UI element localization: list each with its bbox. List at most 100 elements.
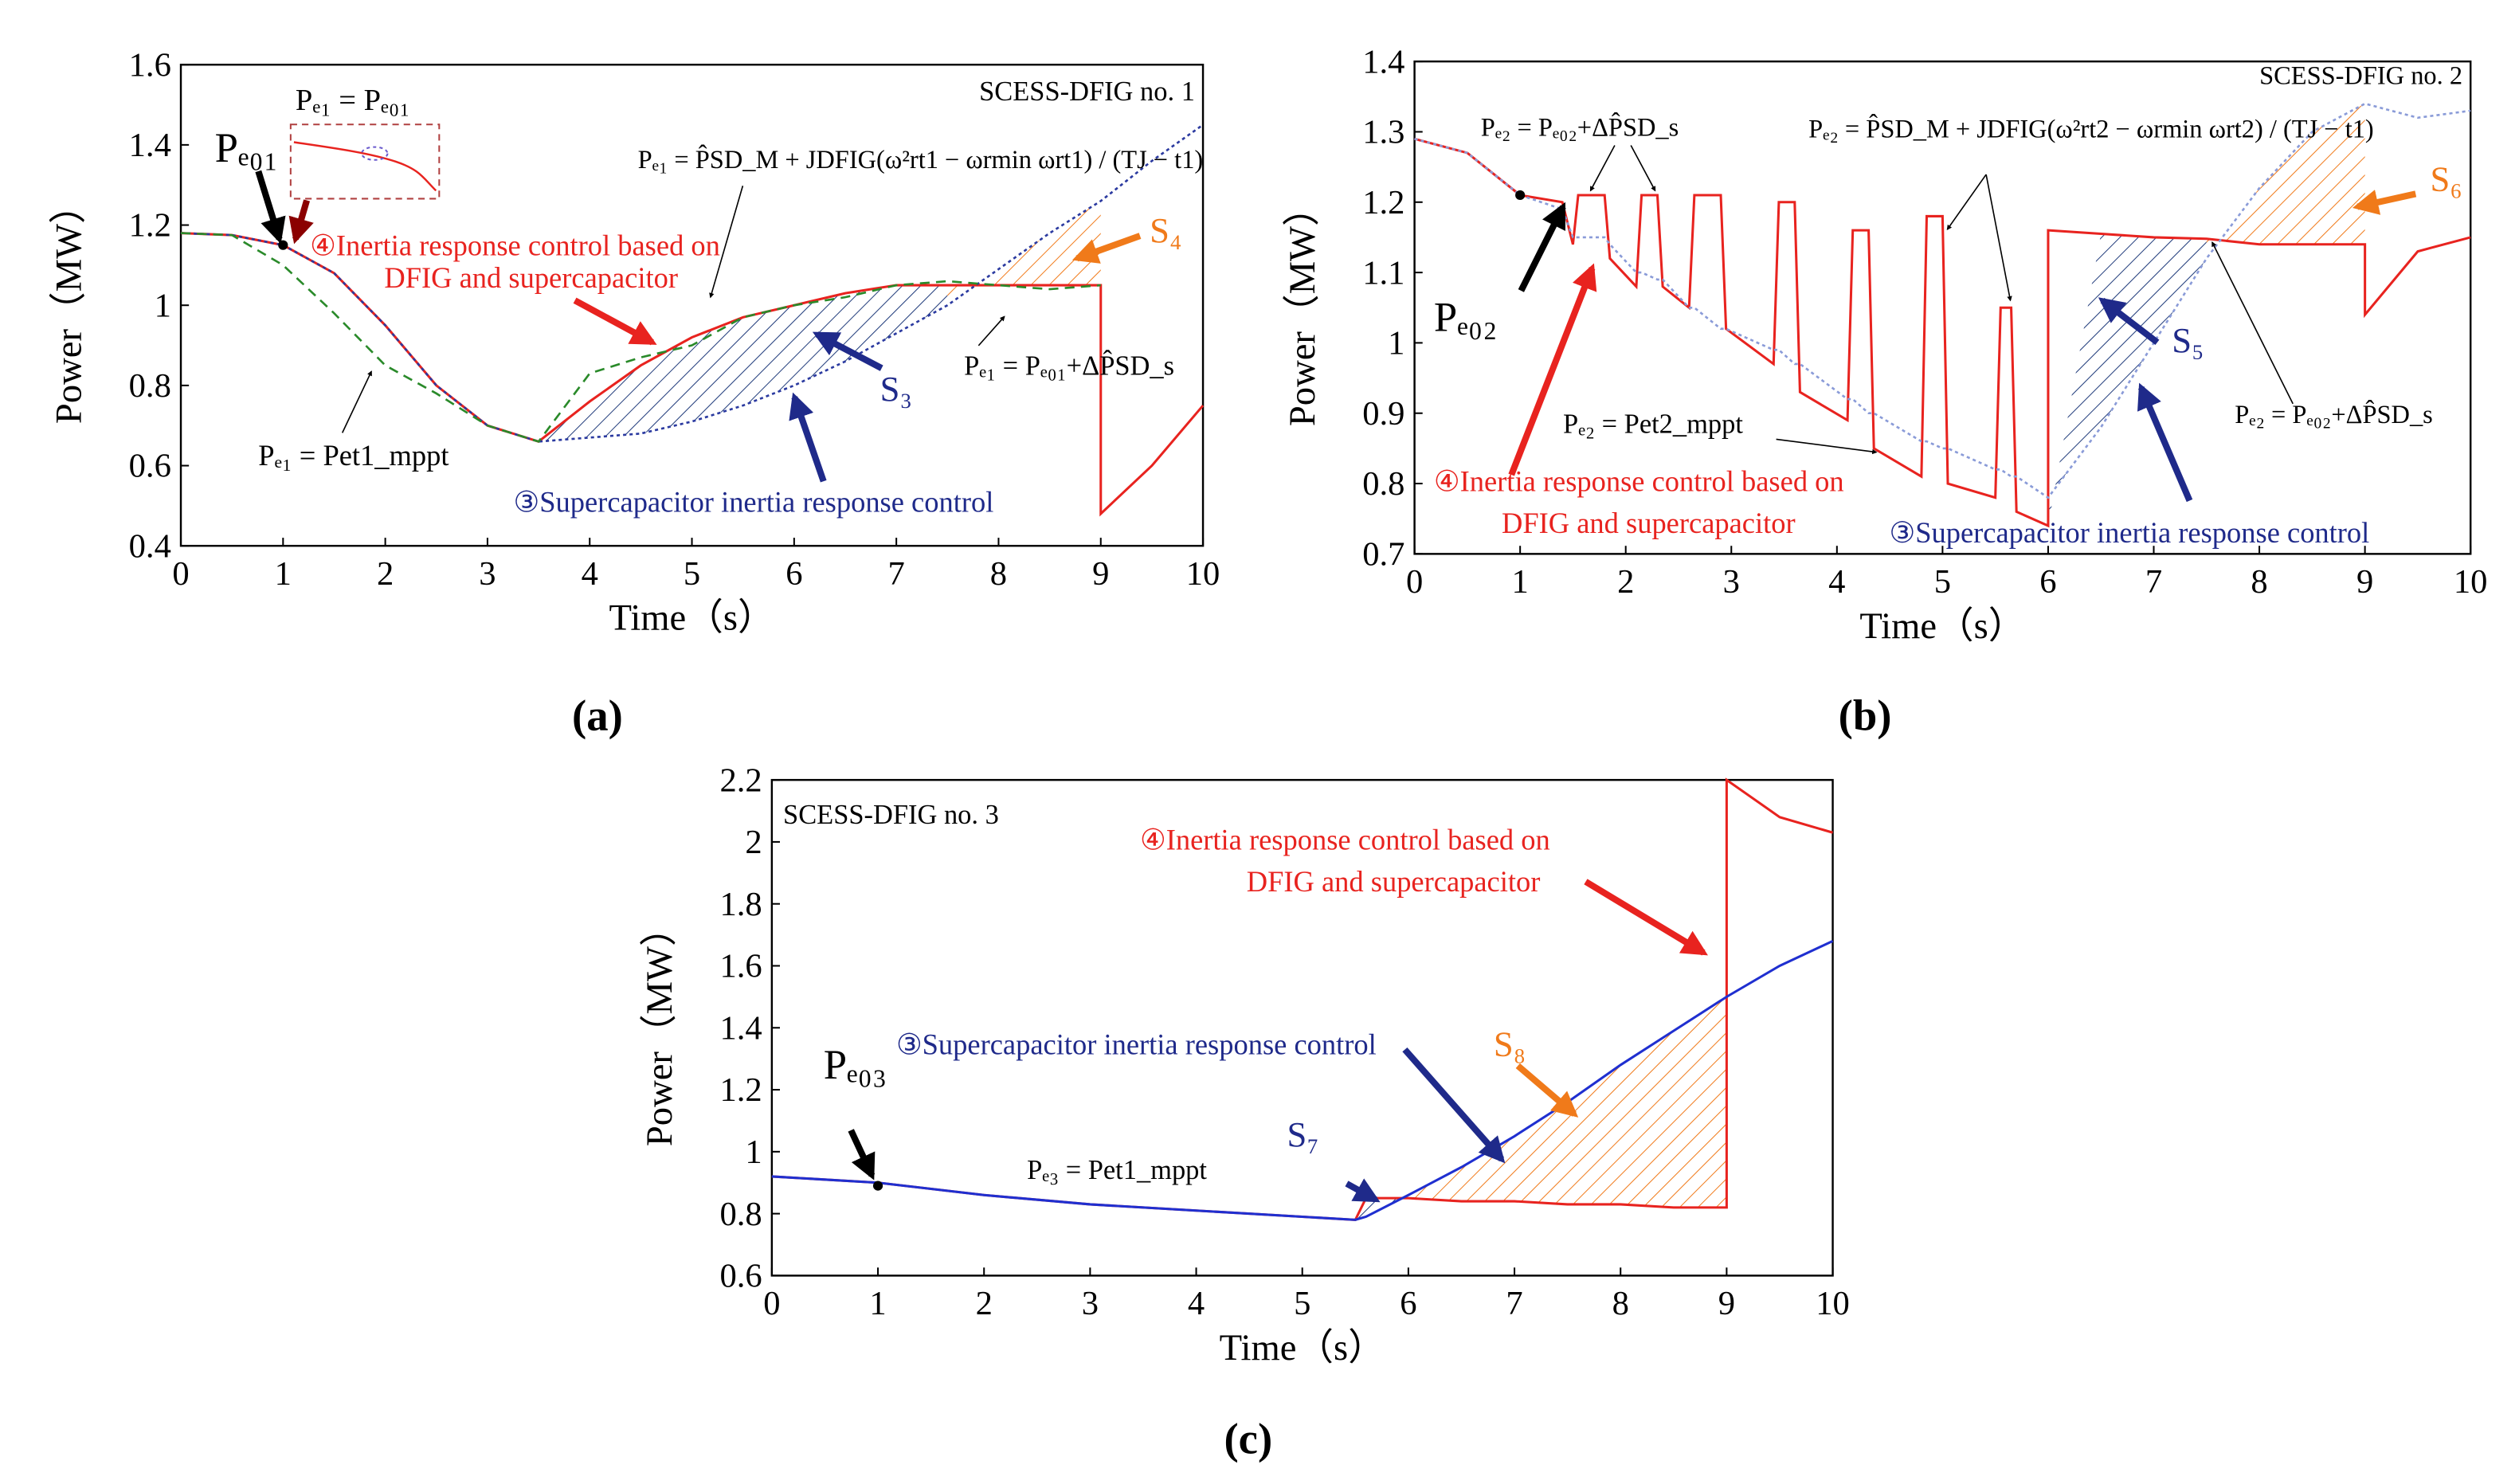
y-tick-label: 0.4: [129, 527, 171, 565]
x-axis-title: Time（s）: [609, 597, 774, 639]
y-axis-title: Power（MW）: [1282, 189, 1323, 426]
annotation: S₈: [1494, 1024, 1526, 1064]
panel-label: (b): [1839, 691, 1892, 739]
x-tick-label: 3: [479, 555, 496, 593]
y-tick-label: 1.6: [129, 46, 171, 84]
annotation: Pₑ₁ = Pet1_mppt: [258, 439, 449, 472]
x-tick-label: 4: [1828, 563, 1845, 601]
annotation: S₃: [880, 369, 912, 409]
arrow: [1946, 174, 1987, 231]
arrow: [848, 1129, 876, 1181]
x-tick-label: 10: [1816, 1285, 1850, 1322]
annotation: Pₑ₀₃: [824, 1042, 887, 1088]
point-marker: [1515, 190, 1526, 201]
y-tick-label: 1.4: [129, 127, 171, 164]
annotation: Pₑ₁ = Pₑ₀₁+ΔP̂SD_s: [964, 350, 1174, 382]
y-tick-label: 0.8: [129, 367, 171, 405]
y-tick-label: 1.2: [129, 207, 171, 245]
inset-curve: [293, 141, 437, 192]
x-tick-label: 8: [990, 555, 1007, 593]
arrow: [977, 315, 1005, 347]
y-tick-label: 0.6: [129, 448, 171, 485]
annotation: S₄: [1150, 210, 1181, 250]
y-tick-label: 1: [155, 287, 171, 324]
hatched-area: [2047, 233, 2207, 527]
y-tick-label: 1: [1388, 325, 1404, 362]
hatched-area: [947, 201, 1101, 306]
x-tick-label: 1: [275, 555, 292, 593]
arrow: [1630, 145, 1656, 192]
annotation: SCESS-DFIG no. 1: [979, 76, 1195, 107]
x-tick-label: 10: [2454, 563, 2488, 601]
x-tick-label: 0: [172, 555, 189, 593]
arrow: [573, 297, 657, 346]
annotation: Pₑ₁ = P̂SD_M + JDFIG(ω²rt1 − ωrmin ωrt1)…: [638, 146, 1204, 174]
x-tick-label: 5: [1934, 563, 1951, 601]
y-tick-label: 1.4: [1362, 43, 1404, 80]
y-tick-label: 0.6: [720, 1258, 762, 1295]
arrow: [2211, 241, 2294, 405]
y-tick-label: 0.9: [1362, 395, 1404, 433]
inset-box: [289, 123, 441, 200]
series-line: [180, 232, 1101, 443]
annotation: S₅: [2172, 320, 2204, 360]
point-marker: [872, 1181, 883, 1191]
annotation: Pₑ₀₂: [1434, 295, 1498, 341]
annotation: ④Inertia response control based on: [310, 229, 720, 261]
x-tick-label: 3: [1723, 563, 1740, 601]
annotation: ④Inertia response control based on: [1140, 823, 1550, 856]
annotation: ④Inertia response control based on: [1434, 464, 1844, 497]
x-tick-label: 4: [582, 555, 598, 593]
x-tick-label: 9: [1092, 555, 1109, 593]
y-tick-label: 1.2: [1362, 184, 1404, 221]
annotation: Pₑ₂ = Pₑ₀₂+ΔP̂SD_s: [2235, 401, 2433, 429]
x-axis-title: Time（s）: [1220, 1327, 1385, 1368]
x-tick-label: 2: [976, 1285, 993, 1322]
series-line: [1414, 137, 2471, 528]
x-tick-label: 1: [1512, 563, 1529, 601]
y-axis-title: Power（MW）: [639, 909, 680, 1146]
arrow: [812, 331, 883, 371]
annotation: DFIG and supercapacitor: [1247, 865, 1541, 898]
annotation: ③Supercapacitor inertia response control: [1890, 516, 2370, 549]
inset-ellipse: [361, 146, 389, 161]
x-tick-label: 5: [684, 555, 700, 593]
annotation: DFIG and supercapacitor: [1502, 507, 1796, 539]
y-tick-label: 1.3: [1362, 114, 1404, 151]
x-tick-label: 4: [1188, 1285, 1205, 1322]
y-tick-label: 0.7: [1362, 536, 1404, 574]
arrow: [2137, 382, 2193, 503]
arrow: [1776, 438, 1878, 455]
y-tick-label: 2.2: [720, 762, 762, 799]
x-tick-label: 10: [1186, 555, 1220, 593]
x-tick-label: 7: [888, 555, 905, 593]
panel-label: (c): [1224, 1414, 1272, 1462]
x-tick-label: 2: [1617, 563, 1634, 601]
y-axis-title: Power（MW）: [48, 186, 89, 424]
y-tick-label: 0.8: [1362, 465, 1404, 503]
arrow: [1402, 1047, 1506, 1164]
y-tick-label: 2: [745, 824, 762, 861]
series-line: [771, 939, 1834, 1221]
plot-frame: [179, 63, 1205, 547]
x-tick-label: 9: [1718, 1285, 1735, 1322]
annotation: SCESS-DFIG no. 2: [2259, 62, 2462, 91]
series-line: [1414, 102, 2471, 499]
x-tick-label: 0: [763, 1285, 780, 1322]
annotation: Pₑ₂ = Pet2_mppt: [1563, 409, 1743, 439]
annotation: ③Supercapacitor inertia response control: [514, 486, 994, 519]
annotation: DFIG and supercapacitor: [384, 261, 678, 294]
y-tick-label: 1.2: [720, 1071, 762, 1109]
x-tick-label: 1: [869, 1285, 886, 1322]
arrow: [1508, 263, 1597, 476]
y-tick-label: 1.1: [1362, 254, 1404, 292]
arrow: [1071, 233, 1142, 264]
arrow: [1515, 1063, 1579, 1118]
x-tick-label: 7: [1506, 1285, 1522, 1322]
annotation: S₆: [2431, 159, 2462, 198]
arrow: [1518, 202, 1566, 292]
point-marker: [278, 240, 288, 250]
x-tick-label: 7: [2145, 563, 2162, 601]
x-tick-label: 6: [785, 555, 802, 593]
